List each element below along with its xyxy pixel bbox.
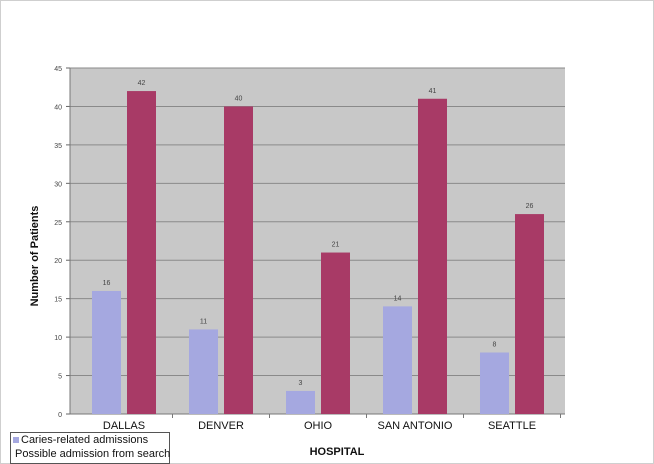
data-label: 26 xyxy=(526,203,534,210)
data-label: 21 xyxy=(332,242,340,249)
legend-label-caries: Caries-related admissions xyxy=(21,434,149,446)
data-label: 3 xyxy=(299,380,303,387)
y-tick-label: 35 xyxy=(54,143,62,150)
bar-caries xyxy=(383,306,412,414)
data-label: 41 xyxy=(429,88,437,95)
y-tick-label: 5 xyxy=(58,374,62,381)
x-tick-label: SEATTLE xyxy=(488,420,536,432)
legend-item-possible: Possible admission from search xyxy=(11,447,171,461)
legend-label-possible: Possible admission from search xyxy=(15,448,171,460)
bar-possible xyxy=(224,106,253,414)
bar-possible xyxy=(515,214,544,414)
data-label: 40 xyxy=(235,95,243,102)
x-tick-label: DALLAS xyxy=(103,420,145,432)
bar-possible xyxy=(127,91,156,415)
x-tick-label: DENVER xyxy=(198,420,244,432)
legend-item-caries: Caries-related admissions xyxy=(11,433,169,447)
x-axis-label: HOSPITAL xyxy=(310,446,365,458)
y-tick-label: 45 xyxy=(54,66,62,73)
legend: Caries-related admissions Possible admis… xyxy=(10,432,170,464)
bar-caries xyxy=(92,290,121,414)
bar-possible xyxy=(418,98,447,414)
y-tick-label: 20 xyxy=(54,258,62,265)
y-axis-label: Number of Patients xyxy=(29,206,41,307)
x-tick-label: SAN ANTONIO xyxy=(378,420,453,432)
data-label: 8 xyxy=(493,341,497,348)
y-tick-label: 30 xyxy=(54,181,62,188)
data-label: 16 xyxy=(103,280,111,287)
y-tick-label: 25 xyxy=(54,220,62,227)
data-label: 11 xyxy=(200,318,207,325)
y-tick-label: 10 xyxy=(54,335,62,342)
y-tick-label: 40 xyxy=(54,104,62,111)
y-tick-label: 15 xyxy=(54,297,62,304)
bar-possible xyxy=(321,252,350,414)
y-tick-label: 0 xyxy=(58,412,62,419)
bar-caries xyxy=(189,329,218,414)
data-label: 42 xyxy=(138,80,146,87)
x-tick-label: OHIO xyxy=(304,420,333,432)
legend-swatch-caries xyxy=(13,437,19,443)
data-label: 14 xyxy=(394,295,402,302)
bar-caries xyxy=(480,352,509,414)
bar-caries xyxy=(286,390,315,414)
